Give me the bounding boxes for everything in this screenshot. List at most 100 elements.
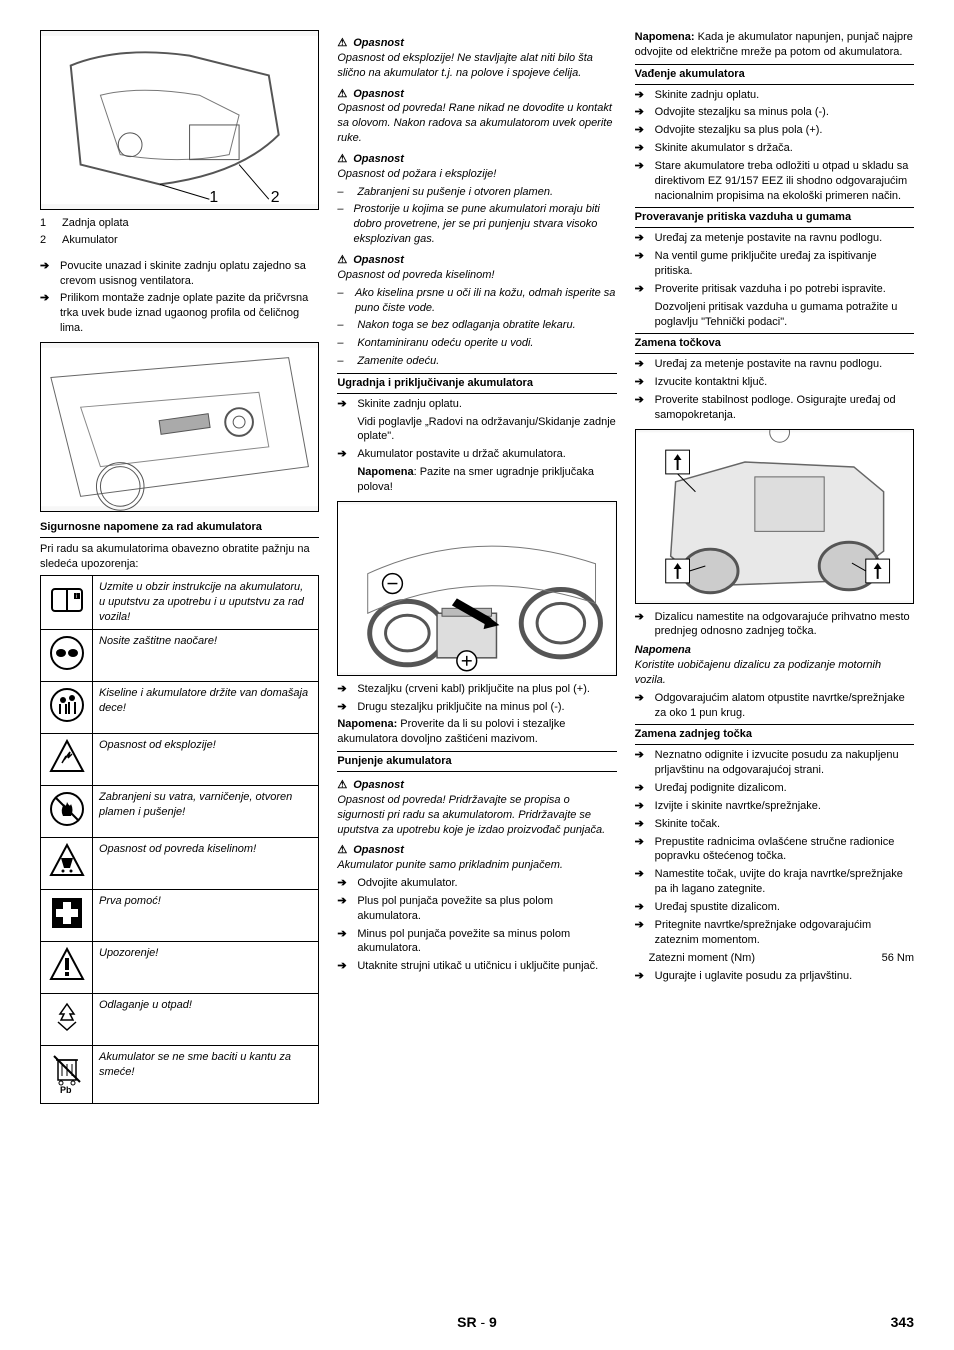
- arrow-icon: ➔: [635, 969, 649, 984]
- symbol-text: Prva pomoć!: [93, 889, 319, 941]
- heading-safety: Sigurnosne napomene za rad akumulatora: [40, 520, 319, 538]
- step-text: Prilikom montaže zadnje oplate pazite da…: [60, 291, 319, 336]
- step-item: ➔Uređaj za metenje postavite na ravnu po…: [635, 231, 914, 246]
- warning-icon: ⚠: [337, 152, 347, 167]
- fig1-label-2: 2: [271, 189, 280, 206]
- symbol-icon-firstaid: [41, 889, 93, 941]
- arrow-icon: ➔: [635, 141, 649, 156]
- dash-item: –Prostorije u kojima se pune akumulatori…: [337, 202, 616, 247]
- torque-row: Zatezni moment (Nm) 56 Nm: [649, 951, 914, 966]
- step-item: ➔Odgovarajućim alatom otpustite navrtke/…: [635, 691, 914, 721]
- footer-page-abs: 343: [891, 1313, 914, 1332]
- heading-pressure: Proveravanje pritiska vazduha u gumama: [635, 207, 914, 228]
- arrow-icon: ➔: [635, 88, 649, 103]
- step-item: ➔Stare akumulatore treba odložiti u otpa…: [635, 159, 914, 204]
- step-item: ➔Pritegnite navrtke/sprežnjake odgovaraj…: [635, 918, 914, 948]
- step-item: ➔Na ventil gume priključite uređaj za is…: [635, 249, 914, 279]
- step-item: ➔Odvojite akumulator.: [337, 876, 616, 891]
- symbol-icon-nofire: [41, 785, 93, 837]
- symbol-icon-manual: i: [41, 576, 93, 630]
- arrow-icon: ➔: [40, 291, 54, 336]
- column-3: Napomena: Kada je akumulator napunjen, p…: [635, 30, 914, 1104]
- footer-center: SR - 9: [457, 1313, 497, 1332]
- heading-wheel: Zamena točkova: [635, 333, 914, 354]
- torque-value: 56 Nm: [882, 951, 914, 966]
- arrow-icon: ➔: [635, 817, 649, 832]
- arrow-icon: ➔: [635, 610, 649, 640]
- symbol-text: Opasnost od povreda kiselinom!: [93, 837, 319, 889]
- step-item: ➔Prepustite radnicima ovlašćene stručne …: [635, 835, 914, 865]
- pressure-note: Dozvoljeni pritisak vazduha u gumama pot…: [655, 300, 914, 330]
- step-item: ➔Plus pol punjača povežite sa plus polom…: [337, 894, 616, 924]
- symbol-icon-warning: [41, 941, 93, 993]
- danger-text: Opasnost od povreda! Pridržavajte se pro…: [337, 793, 616, 838]
- safety-intro: Pri radu sa akumulatorima obavezno obrat…: [40, 542, 319, 572]
- note: Napomena: Pazite na smer ugradnje priklj…: [357, 465, 616, 495]
- page-footer: SR - 9 343: [0, 1313, 954, 1332]
- figure-rear-panel: 1 2: [40, 30, 319, 210]
- arrow-icon: ➔: [635, 123, 649, 138]
- dash-item: –Nakon toga se bez odlaganja obratite le…: [337, 318, 616, 333]
- step-item: ➔Minus pol punjača povežite sa minus pol…: [337, 927, 616, 957]
- warning-icon: ⚠: [337, 253, 347, 268]
- arrow-icon: ➔: [337, 959, 351, 974]
- arrow-icon: ➔: [337, 447, 351, 462]
- step-item: ➔ Prilikom montaže zadnje oplate pazite …: [40, 291, 319, 336]
- arrow-icon: ➔: [635, 159, 649, 204]
- warning-icon: ⚠: [337, 36, 347, 51]
- danger-intro: Opasnost od povreda kiselinom!: [337, 268, 616, 283]
- danger-text: Akumulator punite samo prikladnim punjač…: [337, 858, 616, 873]
- legend-num: 1: [40, 216, 52, 231]
- napomena-text: Koristite uobičajenu dizalicu za podizan…: [635, 658, 914, 688]
- step-item: ➔Dizalicu namestite na odgovarajuće prih…: [635, 610, 914, 640]
- step-item: ➔Neznatno odignite i izvucite posudu za …: [635, 748, 914, 778]
- step-item: ➔Proverite pritisak vazduha i po potrebi…: [635, 282, 914, 297]
- symbol-icon-children: [41, 681, 93, 733]
- step-text: Povucite unazad i skinite zadnju oplatu …: [60, 259, 319, 289]
- symbol-text: Upozorenje!: [93, 941, 319, 993]
- arrow-icon: ➔: [635, 918, 649, 948]
- legend-num: 2: [40, 233, 52, 248]
- step-item: ➔Uređaj podignite dizalicom.: [635, 781, 914, 796]
- danger-heading: ⚠Opasnost: [337, 152, 616, 167]
- danger-text: Opasnost od eksplozije! Ne stavljajte al…: [337, 51, 616, 81]
- symbol-icon-acid: [41, 837, 93, 889]
- arrow-icon: ➔: [635, 105, 649, 120]
- note: Napomena: Kada je akumulator napunjen, p…: [635, 30, 914, 60]
- symbol-icon-recycle: [41, 993, 93, 1045]
- arrow-icon: ➔: [635, 375, 649, 390]
- dash-item: –Ako kiselina prsne u oči ili na kožu, o…: [337, 286, 616, 316]
- step-item: ➔Stezaljku (crveni kabl) priključite na …: [337, 682, 616, 697]
- arrow-icon: ➔: [635, 799, 649, 814]
- dash-item: –Kontaminiranu odeću operite u vodi.: [337, 336, 616, 351]
- arrow-icon: ➔: [337, 876, 351, 891]
- symbol-table: iUzmite u obzir instrukcije na akumulato…: [40, 575, 319, 1103]
- arrow-icon: ➔: [635, 691, 649, 721]
- symbol-text: Opasnost od eksplozije!: [93, 733, 319, 785]
- step-item: ➔Skinite zadnju oplatu.: [337, 397, 616, 412]
- svg-text:i: i: [76, 594, 77, 600]
- arrow-icon: ➔: [635, 835, 649, 865]
- step-item: ➔Drugu stezaljku priključite na minus po…: [337, 700, 616, 715]
- symbol-text: Zabranjeni su vatra, varničenje, otvoren…: [93, 785, 319, 837]
- legend-text: Zadnja oplata: [62, 216, 129, 231]
- danger-heading: ⚠Opasnost: [337, 253, 616, 268]
- column-2: ⚠Opasnost Opasnost od eksplozije! Ne sta…: [337, 30, 616, 1104]
- warning-icon: ⚠: [337, 843, 347, 858]
- step-item: ➔Namestite točak, uvijte do kraja navrtk…: [635, 867, 914, 897]
- step-item: ➔Uređaj za metenje postavite na ravnu po…: [635, 357, 914, 372]
- step-item: ➔Utaknite strujni utikač u utičnicu i uk…: [337, 959, 616, 974]
- figure-jack-points: [635, 429, 914, 604]
- napomena-heading: Napomena: [635, 643, 914, 658]
- arrow-icon: ➔: [635, 867, 649, 897]
- legend-row: 1 Zadnja oplata: [40, 216, 319, 231]
- arrow-icon: ➔: [635, 357, 649, 372]
- symbol-text: Nosite zaštitne naočare!: [93, 629, 319, 681]
- arrow-icon: ➔: [337, 894, 351, 924]
- arrow-icon: ➔: [337, 700, 351, 715]
- arrow-icon: ➔: [635, 231, 649, 246]
- step-item: ➔Izvucite kontaktni ključ.: [635, 375, 914, 390]
- step-item: ➔Odvojite stezaljku sa plus pola (+).: [635, 123, 914, 138]
- danger-heading: ⚠Opasnost: [337, 87, 616, 102]
- svg-text:Pb: Pb: [60, 1085, 72, 1094]
